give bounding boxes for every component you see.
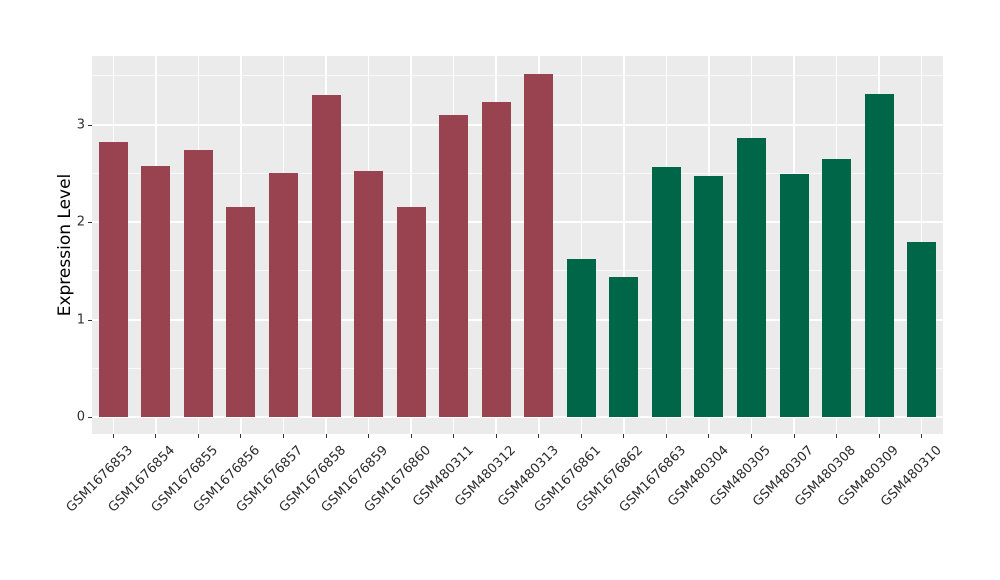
bar-GSM1676863	[651, 167, 681, 417]
y-tick-label: 0	[76, 409, 85, 425]
y-tick-mark	[88, 417, 92, 418]
major-gridline	[92, 318, 943, 321]
bar-GSM1676859	[354, 171, 384, 417]
bar-GSM480310	[907, 242, 937, 417]
x-tick-mark	[538, 434, 540, 438]
plot-panel	[92, 56, 943, 434]
bar-GSM480305	[737, 138, 767, 417]
x-tick-mark	[410, 434, 412, 438]
bar-GSM1676861	[566, 259, 596, 417]
bar-GSM480308	[822, 158, 852, 417]
y-axis-title: Expression Level	[55, 173, 75, 317]
x-tick-mark	[495, 434, 497, 438]
bar-GSM480304	[694, 176, 724, 417]
x-tick-mark	[921, 434, 923, 438]
x-tick-mark	[751, 434, 753, 438]
x-tick-mark	[580, 434, 582, 438]
bar-GSM1676860	[396, 207, 426, 417]
x-tick-mark	[793, 434, 795, 438]
x-tick-mark	[282, 434, 284, 438]
bar-GSM480307	[779, 174, 809, 417]
bar-GSM480309	[864, 94, 894, 417]
bar-GSM1676853	[98, 142, 128, 417]
x-tick-mark	[368, 434, 370, 438]
vertical-gridline	[623, 56, 625, 434]
vertical-gridline	[580, 56, 583, 434]
x-tick-mark	[836, 434, 838, 438]
y-tick-mark	[88, 319, 92, 321]
bar-GSM1676856	[226, 207, 256, 417]
x-tick-mark	[155, 434, 157, 438]
major-gridline	[92, 123, 943, 126]
major-gridline	[92, 221, 943, 223]
y-tick-label: 1	[76, 312, 85, 327]
bar-GSM1676858	[311, 95, 341, 417]
bar-GSM1676854	[141, 166, 171, 417]
x-tick-mark	[708, 434, 710, 438]
x-tick-mark	[240, 434, 242, 438]
bar-GSM480313	[524, 73, 554, 417]
bar-GSM1676857	[268, 173, 298, 417]
minor-gridline	[92, 75, 943, 77]
x-tick-mark	[325, 434, 327, 438]
x-tick-mark	[878, 434, 880, 438]
y-tick-label: 3	[76, 117, 85, 132]
bar-GSM480312	[481, 102, 511, 417]
x-tick-mark	[197, 434, 199, 438]
major-gridline	[92, 416, 943, 418]
y-tick-mark	[88, 222, 92, 223]
minor-gridline	[92, 367, 943, 369]
x-tick-mark	[453, 434, 455, 438]
x-tick-mark	[665, 434, 667, 438]
minor-gridline	[92, 270, 943, 272]
bar-GSM480311	[439, 114, 469, 417]
x-tick-mark	[623, 434, 625, 438]
y-tick-mark	[88, 124, 92, 126]
bar-GSM1676862	[609, 276, 639, 417]
y-tick-label: 2	[76, 214, 85, 230]
x-tick-mark	[112, 434, 114, 438]
minor-gridline	[92, 172, 943, 174]
bar-GSM1676855	[183, 149, 213, 417]
